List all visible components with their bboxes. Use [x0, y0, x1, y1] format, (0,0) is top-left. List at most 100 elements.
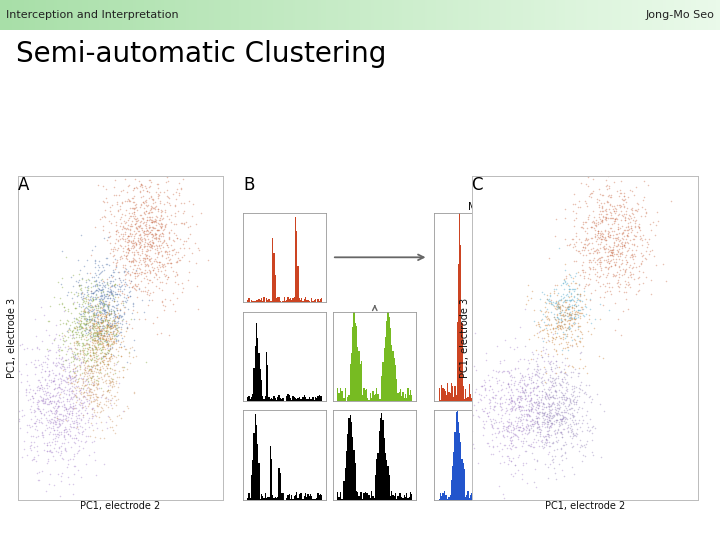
- Point: [113, 309, 125, 318]
- Point: [102, 348, 114, 357]
- Point: [82, 284, 94, 292]
- Bar: [370, 498, 371, 500]
- Point: [156, 286, 168, 294]
- Point: [543, 399, 554, 408]
- Point: [102, 280, 113, 288]
- Point: [68, 373, 80, 381]
- Point: [610, 250, 621, 259]
- Point: [150, 224, 161, 233]
- Point: [121, 254, 132, 263]
- Point: [44, 446, 55, 454]
- Point: [174, 235, 186, 244]
- Point: [537, 399, 549, 407]
- Bar: [521, 495, 522, 500]
- Point: [86, 418, 97, 427]
- Point: [115, 343, 127, 352]
- Point: [119, 296, 130, 305]
- Point: [553, 244, 564, 253]
- Point: [522, 429, 534, 438]
- Bar: [310, 494, 311, 500]
- Point: [104, 377, 116, 386]
- Point: [499, 408, 510, 417]
- Point: [550, 437, 562, 445]
- Point: [139, 314, 150, 323]
- Point: [504, 343, 516, 352]
- Bar: [530, 496, 531, 500]
- Point: [87, 349, 99, 357]
- Point: [70, 345, 81, 354]
- Point: [63, 413, 74, 421]
- Point: [570, 314, 582, 322]
- Point: [124, 208, 135, 217]
- Point: [99, 323, 111, 332]
- Point: [582, 213, 594, 221]
- Point: [99, 300, 111, 308]
- Point: [81, 269, 93, 278]
- Point: [577, 305, 588, 313]
- Bar: [473, 495, 474, 500]
- Point: [137, 249, 148, 258]
- Point: [91, 306, 102, 314]
- Point: [561, 385, 572, 394]
- Point: [135, 180, 147, 189]
- Point: [93, 323, 104, 332]
- Point: [128, 388, 140, 396]
- Point: [486, 422, 498, 430]
- Point: [99, 265, 110, 274]
- Point: [176, 279, 188, 287]
- Point: [89, 309, 100, 318]
- Point: [119, 281, 130, 290]
- Point: [67, 393, 78, 401]
- Point: [616, 238, 628, 246]
- Point: [140, 227, 152, 235]
- Point: [158, 225, 170, 233]
- Point: [71, 420, 83, 429]
- Point: [582, 172, 594, 181]
- Point: [66, 379, 77, 387]
- Point: [107, 340, 119, 348]
- Point: [133, 227, 145, 235]
- Point: [82, 344, 94, 353]
- Point: [647, 246, 658, 254]
- Point: [548, 313, 559, 322]
- Point: [560, 395, 572, 404]
- Point: [114, 205, 125, 214]
- Point: [83, 302, 94, 310]
- Point: [503, 383, 514, 391]
- Point: [122, 268, 133, 277]
- Point: [611, 271, 622, 280]
- Point: [171, 271, 183, 279]
- Point: [618, 191, 630, 200]
- Point: [549, 327, 561, 335]
- Point: [140, 184, 152, 192]
- Point: [504, 405, 516, 414]
- Point: [45, 399, 57, 408]
- Point: [69, 323, 81, 332]
- Point: [43, 397, 55, 406]
- Point: [97, 406, 109, 414]
- Point: [107, 276, 119, 285]
- Point: [72, 336, 84, 345]
- Point: [505, 457, 517, 465]
- Point: [160, 220, 171, 229]
- Point: [506, 396, 518, 405]
- Point: [89, 281, 101, 289]
- Point: [543, 296, 554, 305]
- Point: [557, 433, 568, 441]
- Point: [478, 424, 490, 433]
- Point: [557, 433, 568, 441]
- Point: [163, 250, 174, 259]
- Point: [552, 303, 563, 312]
- Point: [108, 244, 120, 253]
- Bar: [320, 396, 321, 401]
- Point: [127, 306, 139, 314]
- Point: [540, 368, 552, 376]
- Point: [572, 408, 583, 417]
- Point: [564, 424, 576, 433]
- Point: [510, 400, 521, 409]
- Point: [69, 439, 81, 448]
- Point: [54, 294, 66, 302]
- Point: [516, 376, 528, 384]
- Point: [81, 329, 92, 338]
- Point: [96, 268, 107, 276]
